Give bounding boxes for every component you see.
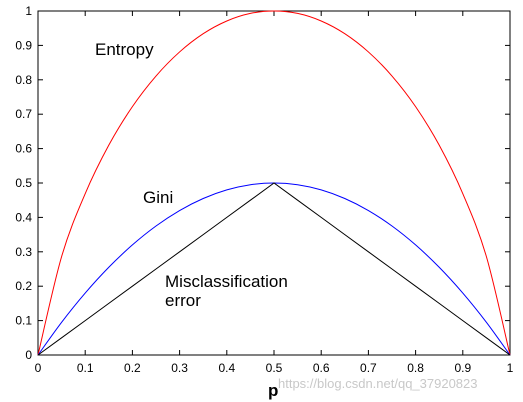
x-axis-label: p bbox=[268, 381, 278, 400]
y-tick-label: 1 bbox=[25, 4, 32, 18]
x-tick-label: 0.8 bbox=[407, 361, 424, 375]
series-line-entropy bbox=[37, 10, 511, 356]
entropy-label: Entropy bbox=[95, 40, 154, 59]
y-tick-label: 0.6 bbox=[15, 142, 32, 156]
series-line-misclassification-error bbox=[37, 182, 511, 356]
y-tick-label: 0.5 bbox=[15, 176, 32, 190]
x-tick-label: 0 bbox=[35, 361, 42, 375]
y-tick-label: 0.7 bbox=[15, 107, 32, 121]
y-tick-label: 0.3 bbox=[15, 245, 32, 259]
x-tick-label: 0.2 bbox=[124, 361, 141, 375]
x-tick-label: 0.7 bbox=[360, 361, 377, 375]
x-tick-label: 0.9 bbox=[454, 361, 471, 375]
y-tick-label: 0.8 bbox=[15, 73, 32, 87]
gini-label: Gini bbox=[143, 188, 173, 207]
watermark: https://blog.csdn.net/qq_37920823 bbox=[278, 376, 478, 391]
x-tick-label: 0.1 bbox=[77, 361, 94, 375]
misclassification-label-line2: error bbox=[165, 291, 201, 310]
x-tick-label: 0.3 bbox=[171, 361, 188, 375]
x-tick-label: 0.4 bbox=[218, 361, 235, 375]
y-tick-label: 0.4 bbox=[15, 210, 32, 224]
series-layer bbox=[37, 10, 511, 356]
y-tick-label: 0.9 bbox=[15, 38, 32, 52]
y-tick-label: 0 bbox=[25, 348, 32, 362]
misclassification-label-line1: Misclassification bbox=[165, 272, 288, 291]
x-tick-label: 0.6 bbox=[313, 361, 330, 375]
y-tick-label: 0.1 bbox=[15, 314, 32, 328]
y-tick-label: 0.2 bbox=[15, 279, 32, 293]
y-axis-ticks: 0 0.1 0.2 0.3 0.4 0.5 0.6 0.7 0.8 0.9 1 bbox=[15, 4, 510, 362]
x-tick-label: 0.5 bbox=[266, 361, 283, 375]
x-tick-label: 1 bbox=[507, 361, 514, 375]
x-axis-ticks: 0 0.1 0.2 0.3 0.4 0.5 0.6 0.7 0.8 0.9 1 bbox=[35, 11, 514, 375]
